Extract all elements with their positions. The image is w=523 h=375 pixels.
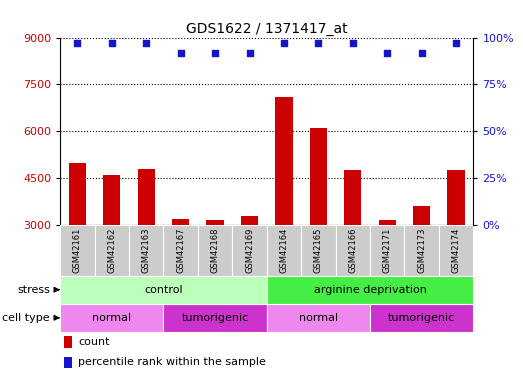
Bar bbox=[60, 276, 267, 304]
Text: count: count bbox=[78, 337, 109, 347]
Bar bbox=[163, 304, 267, 332]
Bar bbox=[267, 276, 473, 304]
Bar bbox=[103, 175, 120, 225]
Text: stress: stress bbox=[17, 285, 50, 295]
Point bbox=[349, 40, 357, 46]
Bar bbox=[198, 225, 232, 276]
Point bbox=[314, 40, 323, 46]
Text: percentile rank within the sample: percentile rank within the sample bbox=[78, 357, 266, 368]
Bar bbox=[336, 225, 370, 276]
Text: tumorigenic: tumorigenic bbox=[181, 313, 249, 323]
Bar bbox=[439, 225, 473, 276]
Text: GSM42169: GSM42169 bbox=[245, 228, 254, 273]
Bar bbox=[241, 216, 258, 225]
Point bbox=[211, 50, 219, 55]
Text: normal: normal bbox=[92, 313, 131, 323]
Bar bbox=[95, 225, 129, 276]
Text: GSM42174: GSM42174 bbox=[451, 228, 461, 273]
Point bbox=[417, 50, 426, 55]
Bar bbox=[344, 170, 361, 225]
Text: GSM42163: GSM42163 bbox=[142, 228, 151, 273]
Point bbox=[142, 40, 151, 46]
Text: cell type: cell type bbox=[2, 313, 50, 323]
Bar bbox=[60, 304, 163, 332]
Text: GSM42162: GSM42162 bbox=[107, 228, 116, 273]
Text: GSM42164: GSM42164 bbox=[279, 228, 289, 273]
Text: GSM42165: GSM42165 bbox=[314, 228, 323, 273]
Bar bbox=[370, 304, 473, 332]
Bar bbox=[138, 169, 155, 225]
Text: GSM42167: GSM42167 bbox=[176, 228, 185, 273]
Point bbox=[280, 40, 288, 46]
Point bbox=[108, 40, 116, 46]
Title: GDS1622 / 1371417_at: GDS1622 / 1371417_at bbox=[186, 22, 348, 36]
Point bbox=[452, 40, 460, 46]
Text: GSM42161: GSM42161 bbox=[73, 228, 82, 273]
Bar bbox=[172, 219, 189, 225]
Point bbox=[73, 40, 82, 46]
Bar bbox=[232, 225, 267, 276]
Text: tumorigenic: tumorigenic bbox=[388, 313, 456, 323]
Bar bbox=[404, 225, 439, 276]
Bar bbox=[207, 220, 224, 225]
Bar bbox=[310, 128, 327, 225]
Point bbox=[176, 50, 185, 55]
Text: GSM42173: GSM42173 bbox=[417, 228, 426, 273]
Text: arginine deprivation: arginine deprivation bbox=[314, 285, 426, 295]
Bar bbox=[301, 225, 336, 276]
Text: GSM42166: GSM42166 bbox=[348, 228, 357, 273]
Bar bbox=[64, 336, 72, 348]
Bar bbox=[275, 97, 292, 225]
Bar bbox=[64, 357, 72, 368]
Bar bbox=[267, 225, 301, 276]
Text: control: control bbox=[144, 285, 183, 295]
Bar bbox=[163, 225, 198, 276]
Bar bbox=[267, 304, 370, 332]
Text: GSM42171: GSM42171 bbox=[383, 228, 392, 273]
Point bbox=[383, 50, 391, 55]
Bar bbox=[370, 225, 404, 276]
Bar bbox=[448, 170, 465, 225]
Text: GSM42168: GSM42168 bbox=[211, 228, 220, 273]
Bar bbox=[413, 206, 430, 225]
Point bbox=[245, 50, 254, 55]
Bar bbox=[69, 162, 86, 225]
Bar bbox=[379, 220, 396, 225]
Text: normal: normal bbox=[299, 313, 338, 323]
Bar bbox=[60, 225, 95, 276]
Bar bbox=[129, 225, 163, 276]
